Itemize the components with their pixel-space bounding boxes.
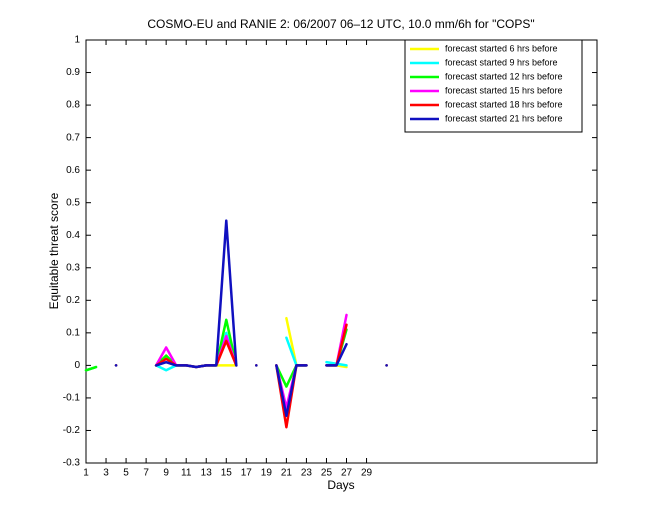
y-tick-label: -0.3: [63, 458, 81, 469]
y-axis-label: Equitable threat score: [47, 192, 61, 309]
legend-label: forecast started 6 hrs before: [445, 43, 558, 53]
y-tick-label: 0.1: [66, 327, 80, 338]
y-tick-label: -0.2: [63, 425, 81, 436]
x-tick-label: 25: [321, 468, 333, 479]
y-tick-label: 0.9: [66, 67, 80, 78]
y-tick-label: 0.2: [66, 295, 80, 306]
x-tick-label: 7: [143, 468, 149, 479]
x-tick-label: 11: [181, 468, 192, 479]
x-tick-label: 13: [201, 468, 213, 479]
legend-label: forecast started 21 hrs before: [445, 113, 563, 123]
legend-label: forecast started 12 hrs before: [445, 71, 563, 81]
x-tick-label: 27: [341, 468, 353, 479]
x-tick-label: 23: [301, 468, 313, 479]
y-tick-label: 1: [74, 35, 80, 46]
x-tick-label: 21: [281, 468, 293, 479]
y-tick-label: 0.5: [66, 197, 80, 208]
legend-label: forecast started 15 hrs before: [445, 85, 563, 95]
y-tick-label: 0.3: [66, 262, 80, 273]
legend-box: [404, 39, 583, 133]
x-tick-label: 3: [103, 468, 109, 479]
y-tick-label: 0: [74, 360, 80, 371]
x-tick-label: 9: [163, 468, 169, 479]
x-tick-label: 1: [83, 468, 89, 479]
y-tick-label: 0.7: [66, 132, 80, 143]
chart-title: COSMO-EU and RANIE 2: 06/2007 06–12 UTC,…: [147, 17, 534, 31]
x-tick-label: 5: [123, 468, 129, 479]
legend-label: forecast started 18 hrs before: [445, 99, 563, 109]
x-axis-label: Days: [327, 478, 354, 492]
x-tick-label: 19: [261, 468, 273, 479]
legend-label: forecast started 9 hrs before: [445, 57, 558, 67]
x-tick-label: 29: [361, 468, 373, 479]
data-line: [114, 219, 388, 418]
y-tick-label: 0.6: [66, 165, 80, 176]
x-tick-label: 15: [221, 468, 233, 479]
x-tick-label: 17: [241, 468, 253, 479]
y-tick-label: 0.8: [66, 100, 80, 111]
y-tick-label: -0.1: [63, 393, 81, 404]
y-tick-label: 0.4: [66, 230, 80, 241]
